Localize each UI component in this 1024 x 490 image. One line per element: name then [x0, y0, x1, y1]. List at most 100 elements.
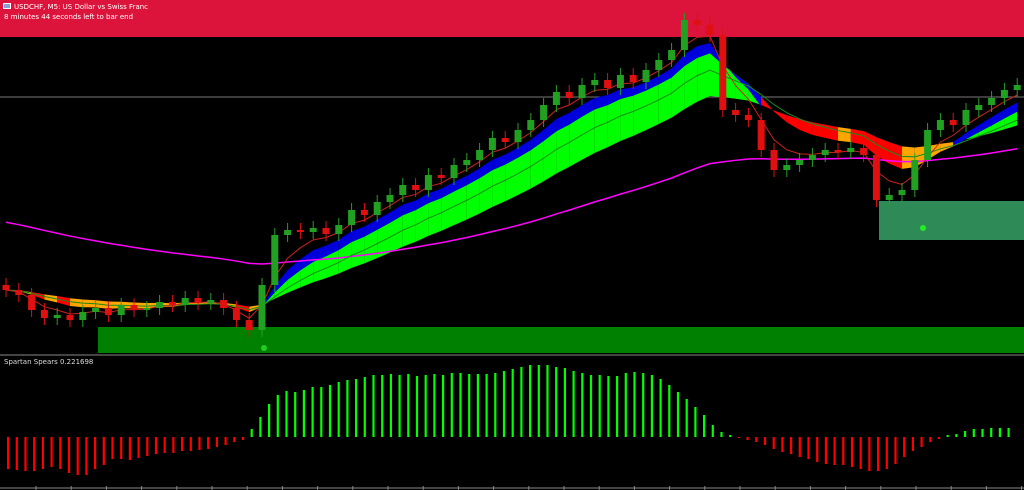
trend-band-segment	[966, 132, 979, 140]
fast-band-segment	[543, 118, 557, 142]
candle-body	[117, 305, 125, 315]
histogram-bar-up	[946, 435, 949, 437]
histogram-bar-down	[198, 437, 201, 450]
histogram-bar-up	[276, 395, 279, 437]
fast-band-segment	[351, 226, 365, 243]
histogram-bar-up	[311, 387, 314, 437]
histogram-bar-up	[346, 380, 349, 437]
candle-body	[783, 165, 791, 170]
histogram-bar-down	[755, 437, 758, 442]
fast-band-segment	[274, 269, 288, 293]
histogram-bar-down	[937, 437, 941, 439]
trend-band-segment	[505, 157, 518, 202]
histogram-bar-up	[476, 374, 479, 437]
trend-band-segment	[466, 178, 480, 220]
candle-body	[322, 228, 330, 234]
trend-band-segment	[441, 191, 454, 231]
fast-band-segment	[466, 168, 480, 186]
candle-body	[232, 308, 240, 320]
histogram-bar-up	[424, 375, 427, 437]
candle-body	[591, 80, 599, 85]
histogram-bar-up	[389, 374, 392, 437]
trend-band-segment	[735, 74, 749, 101]
histogram-bar-down	[120, 437, 123, 459]
fast-band-segment	[390, 204, 403, 223]
fast-band-segment	[748, 83, 762, 107]
histogram-bar-down	[885, 437, 888, 469]
demand-zone	[98, 327, 1024, 353]
histogram-bar-down	[128, 437, 131, 460]
fast-band-segment	[454, 175, 467, 192]
histogram-bar-up	[607, 376, 610, 437]
trend-band-segment	[838, 127, 851, 143]
histogram-bar-down	[7, 437, 10, 469]
trend-band-segment	[825, 124, 838, 141]
trend-band-segment	[1004, 111, 1018, 130]
trend-band-segment	[415, 203, 429, 242]
candle-body	[360, 210, 368, 215]
candle-body	[104, 308, 112, 315]
histogram-bar-up	[485, 374, 488, 437]
histogram-bar-up	[450, 373, 453, 437]
histogram-bar-down	[737, 437, 740, 438]
candle-body	[207, 300, 215, 303]
candle-body	[642, 70, 650, 82]
histogram-bar-up	[433, 374, 436, 437]
histogram-bar-up	[511, 369, 514, 437]
histogram-bar-up	[676, 392, 680, 437]
histogram-bar-up	[302, 390, 305, 437]
signal-dot	[920, 225, 926, 231]
histogram-bar-up	[320, 387, 323, 437]
histogram-bar-down	[746, 437, 749, 440]
candle-body	[66, 315, 74, 320]
histogram-bar-up	[616, 376, 619, 437]
candle-body	[258, 285, 266, 330]
candle-body	[770, 150, 778, 170]
candle-body	[143, 308, 151, 310]
fast-band-segment	[671, 54, 685, 78]
histogram-bar-down	[85, 437, 88, 475]
candle-body	[399, 185, 407, 195]
trend-band-segment	[479, 170, 493, 214]
candle-body	[348, 210, 356, 225]
histogram-bar-up	[407, 374, 410, 437]
histogram-bar-down	[67, 437, 71, 473]
histogram-bar-down	[911, 437, 914, 451]
candle-body	[284, 230, 292, 235]
trend-band-segment	[300, 261, 314, 288]
candle-body	[936, 120, 944, 130]
trend-band-segment	[594, 105, 608, 153]
fast-band-segment	[377, 212, 390, 230]
histogram-bar-up	[642, 373, 645, 437]
histogram-bar-down	[163, 437, 166, 453]
histogram-bar-up	[355, 379, 358, 437]
histogram-bar-down	[146, 437, 149, 456]
candle-body	[40, 310, 48, 318]
candle-body	[706, 25, 714, 35]
histogram-bar-up	[442, 375, 445, 437]
histogram-bar-up	[468, 374, 471, 437]
trend-band-segment	[978, 125, 992, 137]
histogram-bar-down	[798, 437, 801, 457]
histogram-bar-up	[250, 429, 253, 437]
histogram-bar-up	[268, 404, 271, 437]
histogram-bar-up	[1007, 428, 1010, 437]
histogram-bar-down	[850, 437, 854, 467]
candle-body	[924, 130, 932, 160]
trend-band-segment	[850, 128, 864, 145]
histogram-bar-up	[955, 434, 958, 437]
histogram-bar-down	[76, 437, 79, 475]
trend-band-segment	[313, 256, 326, 283]
candle-body	[693, 20, 701, 25]
histogram-bar-up	[285, 391, 288, 437]
histogram-bar-up	[981, 429, 984, 437]
histogram-bar-up	[502, 371, 506, 437]
fast-band-segment	[697, 42, 710, 58]
histogram-bar-up	[546, 365, 549, 437]
histogram-bar-down	[241, 437, 245, 440]
candle-body	[79, 312, 87, 320]
histogram-bar-up	[685, 399, 688, 437]
fast-band-segment	[978, 117, 992, 133]
